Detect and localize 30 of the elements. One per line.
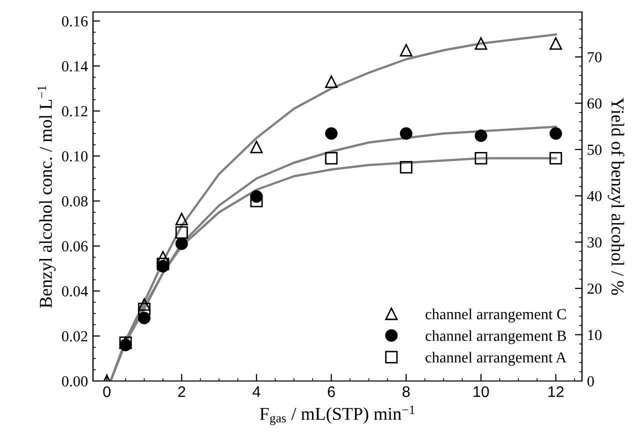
y-tick-label: 0.02 [62,331,88,342]
y-tick-label: 0.12 [62,106,88,117]
y2-tick-label: 10 [588,330,602,340]
x-tick-label: 6 [328,386,335,398]
legend-label: channel arrangement C [426,308,566,322]
y2-tick-label: 40 [587,190,602,202]
y-tick-label: 0.06 [62,241,88,252]
legend-label: channel arrangement A [426,352,567,366]
legend-label: channel arrangement B [426,330,566,344]
y-tick-label: 0.08 [62,196,88,207]
x-tick-label: 8 [402,386,410,398]
y2-tick-label: 0 [587,376,594,386]
y2-tick-label: 50 [588,144,602,155]
x-tick-label: 2 [178,386,186,397]
y-tick-label: 0.16 [62,16,88,27]
y2-tick-label: 60 [588,98,602,109]
y-tick-label: 0.00 [62,376,88,387]
x-tick-label: 4 [252,386,260,397]
x-axis-title: F$_{gas}$ / mL(STP) min$^{−1}$ [260,406,414,426]
x-tick-label: 0 [103,386,110,398]
y-tick-label: 0.10 [62,151,88,162]
x-tick-label: 10 [474,386,489,398]
y-tick-label: 0.04 [62,286,88,297]
y2-tick-label: 70 [588,52,602,62]
y2-tick-label: 20 [588,284,602,294]
y2-tick-label: 30 [588,237,602,248]
y2-axis-title: Yield of benzyl alcohol / % [608,98,624,295]
x-tick-label: 12 [548,386,564,397]
y-axis-title: Benzyl alcohol conc. / mol L$^{−1}$ [38,86,56,308]
y-tick-label: 0.14 [62,61,88,72]
